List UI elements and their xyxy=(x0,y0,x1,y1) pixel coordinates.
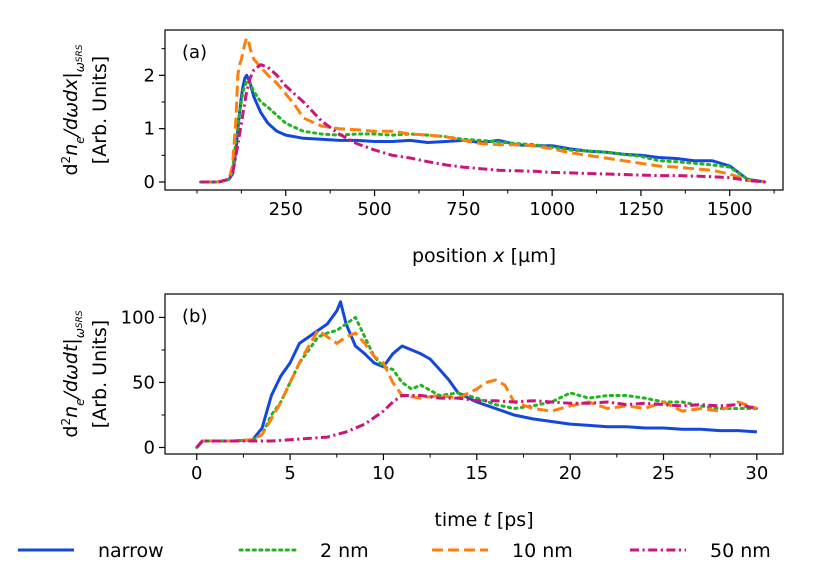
x-axis-label: time t [ps] xyxy=(434,509,533,531)
x-tick-label: 1500 xyxy=(707,199,753,220)
series-line-10-nm xyxy=(195,328,758,449)
x-tick-label: 15 xyxy=(465,463,488,484)
y-tick-label: 0 xyxy=(144,437,155,458)
x-tick-label: 30 xyxy=(745,463,768,484)
plot-frame xyxy=(164,29,784,191)
y-axis-label-math: d2ne/dωdx|ωSRS xyxy=(59,44,87,175)
series-line-narrow xyxy=(200,73,766,184)
plot-frame xyxy=(164,293,784,455)
x-tick-label: 1250 xyxy=(618,199,664,220)
x-tick-label: 25 xyxy=(652,463,675,484)
y-tick-label: 50 xyxy=(132,372,155,393)
panel-b: 0 5 10 15 20 25 30 0 50 100 (b) time t [ps] d2ne/dωd… xyxy=(59,293,784,531)
y-tick-label: 2 xyxy=(144,65,155,86)
y-tick-label: 100 xyxy=(121,307,155,328)
series-group xyxy=(195,300,759,449)
panel-a: 250 500 750 1000 1250 1500 0 1 2 (a) position x [µ… xyxy=(59,29,784,267)
x-tick-label: 20 xyxy=(559,463,582,484)
series-line-narrow xyxy=(195,300,758,449)
legend-label: narrow xyxy=(98,540,164,562)
y-axis-label-units: [Arb. Units] xyxy=(89,56,111,164)
legend-label: 50 nm xyxy=(710,540,771,562)
x-tick-label: 5 xyxy=(284,463,295,484)
x-tick-label: 0 xyxy=(191,463,202,484)
panel-label: (a) xyxy=(182,42,207,63)
series-line-10-nm xyxy=(200,36,766,184)
series-line-50-nm xyxy=(200,63,766,184)
x-tick-label: 1000 xyxy=(529,199,575,220)
x-tick-label: 500 xyxy=(357,199,391,220)
legend-label: 2 nm xyxy=(320,540,369,562)
legend: narrow 2 nm 10 nm 50 nm xyxy=(18,540,771,562)
y-tick-label: 1 xyxy=(144,119,155,140)
x-tick-label: 10 xyxy=(372,463,395,484)
legend-label: 10 nm xyxy=(512,540,573,562)
series-group xyxy=(199,36,767,184)
x-axis-label: position x [µm] xyxy=(412,245,556,267)
y-tick-label: 0 xyxy=(144,172,155,193)
series-line-2-nm xyxy=(199,79,767,184)
x-tick-label: 250 xyxy=(269,199,303,220)
panel-label: (b) xyxy=(182,306,207,327)
y-axis-label-units: [Arb. Units] xyxy=(89,320,111,428)
y-axis-label-math: d2ne/dωdt|ωSRS xyxy=(59,310,87,437)
series-line-50-nm xyxy=(195,394,758,449)
x-tick-label: 750 xyxy=(446,199,480,220)
